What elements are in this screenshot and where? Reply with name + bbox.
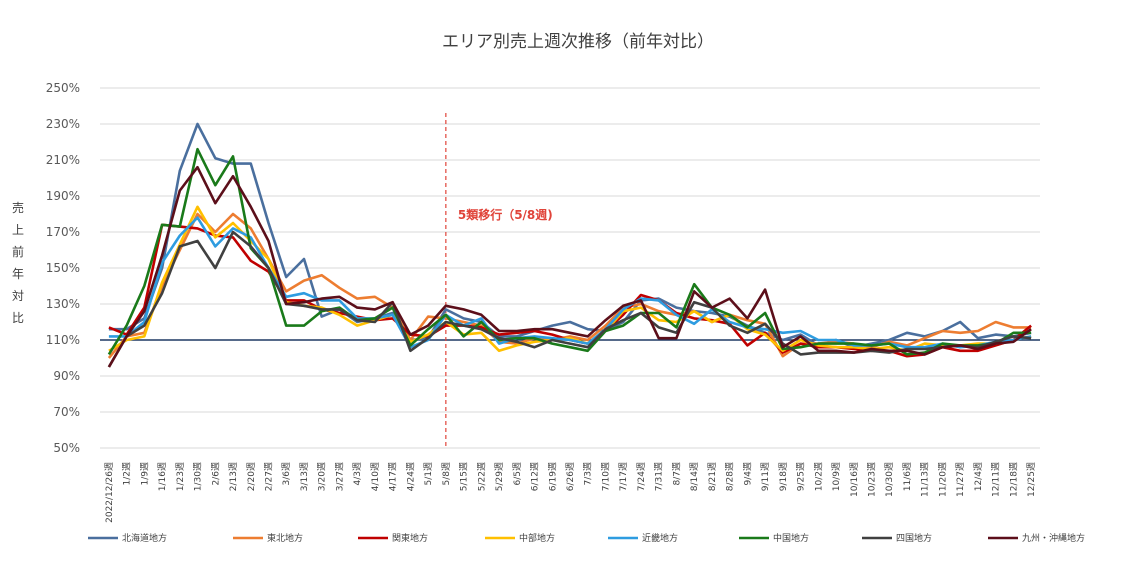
x-tick-label: 8/21週: [707, 462, 718, 491]
legend-label: 北海道地方: [122, 532, 167, 544]
x-tick-label: 10/16週: [849, 462, 860, 497]
chart-title: エリア別売上週次推移（前年対比）: [442, 32, 714, 52]
x-axis-ticks: 2022/12/26週 1/2週 1/9週 1/16週 1/23週 1/30週 2/6週 2/…: [104, 462, 1037, 523]
x-tick-label: 5/8週: [441, 462, 452, 486]
x-tick-label: 11/20週: [937, 462, 948, 497]
x-tick-label: 7/24週: [636, 462, 647, 491]
x-tick-label: 1/30週: [193, 462, 204, 491]
legend-label: 東北地方: [267, 532, 303, 544]
x-tick-label: 9/11週: [760, 462, 771, 491]
x-tick-label: 3/20週: [317, 462, 328, 491]
x-tick-label: 2/13週: [228, 462, 239, 491]
annotation: 5類移行（5/8週): [446, 113, 553, 448]
x-tick-label: 11/27週: [955, 462, 966, 497]
x-tick-label: 10/23週: [867, 462, 878, 497]
y-axis-ticks: 50% 70% 90% 110% 130% 150% 170% 190% 210% 230% 250…: [46, 81, 80, 455]
x-tick-label: 9/25週: [796, 462, 807, 491]
y-tick-label: 70%: [53, 405, 80, 419]
x-tick-label: 10/2週: [813, 462, 824, 491]
gridlines: [100, 88, 1040, 448]
x-tick-label: 5/1週: [423, 462, 434, 486]
x-tick-label: 5/15週: [459, 462, 470, 491]
x-tick-label: 2/6週: [210, 462, 221, 486]
legend-label: 四国地方: [896, 532, 932, 544]
legend-label: 中国地方: [773, 532, 809, 544]
annotation-label: 5類移行（5/8週): [458, 207, 553, 222]
x-tick-label: 12/25週: [1026, 462, 1037, 497]
y-tick-label: 170%: [46, 225, 80, 239]
y-tick-label: 150%: [46, 261, 80, 275]
x-tick-label: 10/9週: [831, 462, 842, 491]
x-tick-label: 5/22週: [476, 462, 487, 491]
y-tick-label: 50%: [53, 441, 80, 455]
legend-label: 近畿地方: [642, 532, 678, 544]
series-line: [109, 218, 1031, 348]
x-tick-label: 9/4週: [742, 462, 753, 486]
x-tick-label: 6/19週: [547, 462, 558, 491]
x-tick-label: 8/14週: [689, 462, 700, 491]
x-tick-label: 1/23週: [175, 462, 186, 491]
y-tick-label: 190%: [46, 189, 80, 203]
x-tick-label: 3/13週: [299, 462, 310, 491]
y-axis-label-char: 上: [12, 223, 24, 237]
y-axis-label-char: 前: [12, 244, 24, 259]
x-tick-label: 11/6週: [902, 462, 913, 491]
legend: 北海道地方 東北地方 関東地方 中部地方 近畿地方 中国地方 四国地方 九州・沖縄地方: [88, 532, 1085, 544]
x-tick-label: 7/31週: [654, 462, 665, 491]
y-tick-label: 130%: [46, 297, 80, 311]
x-tick-label: 4/10週: [370, 462, 381, 491]
x-tick-label: 3/6週: [281, 462, 292, 486]
x-tick-label: 9/18週: [778, 462, 789, 491]
x-tick-label: 12/18週: [1008, 462, 1019, 497]
x-tick-label: 6/5週: [512, 462, 523, 486]
x-tick-label: 2022/12/26週: [104, 462, 115, 523]
x-tick-label: 5/29週: [494, 462, 505, 491]
legend-label: 九州・沖縄地方: [1022, 532, 1085, 544]
x-tick-label: 2/27週: [263, 462, 274, 491]
legend-label: 関東地方: [392, 532, 428, 544]
x-tick-label: 2/20週: [246, 462, 257, 491]
x-tick-label: 11/13週: [920, 462, 931, 497]
y-axis-label-char: 対: [12, 289, 24, 303]
y-tick-label: 90%: [53, 369, 80, 383]
x-tick-label: 4/24週: [405, 462, 416, 491]
x-tick-label: 6/26週: [565, 462, 576, 491]
x-tick-label: 10/30週: [884, 462, 895, 497]
y-axis-label-char: 比: [12, 311, 24, 325]
y-tick-label: 250%: [46, 81, 80, 95]
y-tick-label: 210%: [46, 153, 80, 167]
series-line: [109, 149, 1031, 354]
legend-label: 中部地方: [519, 532, 555, 544]
y-axis-label-char: 売: [12, 200, 24, 215]
x-tick-label: 1/9週: [139, 462, 150, 486]
x-tick-label: 12/11週: [991, 462, 1002, 497]
y-tick-label: 110%: [46, 333, 80, 347]
x-tick-label: 8/7週: [671, 462, 682, 486]
x-tick-label: 1/2週: [122, 462, 133, 486]
x-tick-label: 12/4週: [973, 462, 984, 491]
x-tick-label: 4/17週: [388, 462, 399, 491]
x-tick-label: 7/10週: [600, 462, 611, 491]
x-tick-label: 7/3週: [583, 462, 594, 486]
x-tick-label: 8/28週: [725, 462, 736, 491]
x-tick-label: 1/16週: [157, 462, 168, 491]
x-tick-label: 4/3週: [352, 462, 363, 486]
x-tick-label: 3/27週: [334, 462, 345, 491]
y-tick-label: 230%: [46, 117, 80, 131]
x-tick-label: 7/17週: [618, 462, 629, 491]
x-tick-label: 6/12週: [530, 462, 541, 491]
y-axis-label-char: 年: [12, 267, 24, 281]
